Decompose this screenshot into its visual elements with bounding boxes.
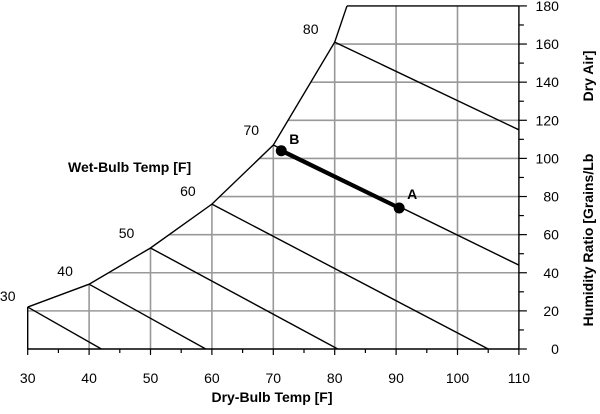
point-label-B: B [289, 131, 299, 147]
y-axis-title-part2: Dry Air] [580, 51, 596, 102]
x-tick-label: 100 [446, 370, 470, 386]
wet-bulb-line-50 [150, 247, 339, 350]
wet-bulb-value-60: 60 [180, 183, 196, 199]
x-tick-label: 90 [388, 370, 404, 386]
wet-bulb-line-40 [88, 283, 207, 350]
y-tick-label: 20 [543, 303, 559, 319]
y-axis-title-part1: Humidity Ratio [Grains/Lb [580, 154, 596, 327]
wet-bulb-line-30 [27, 306, 102, 350]
wet-bulb-value-40: 40 [57, 263, 73, 279]
x-tick-label: 60 [204, 370, 220, 386]
y-tick-label: 0 [551, 341, 559, 357]
x-tick-label: 110 [508, 370, 531, 386]
y-tick-label: 140 [536, 74, 560, 90]
wet-bulb-value-50: 50 [119, 225, 135, 241]
y-tick-label: 40 [543, 265, 559, 281]
y-tick-label: 80 [543, 189, 559, 205]
axes [27, 5, 527, 355]
x-tick-label: 70 [266, 370, 282, 386]
wet-bulb-line-80 [334, 41, 520, 131]
x-tick-label: 30 [20, 370, 36, 386]
y-tick-label: 160 [536, 36, 560, 52]
y-tick-label: 60 [543, 227, 559, 243]
y-tick-label: 120 [536, 112, 560, 128]
labels: 30 40 50 60 70 80 B A 30 40 50 60 70 80 90 100 110 0 20 40 6… [0, 0, 559, 386]
wet-bulb-label: Wet-Bulb Temp [F] [68, 159, 191, 175]
wet-bulb-value-70: 70 [244, 122, 260, 138]
x-tick-label: 50 [143, 370, 159, 386]
y-tick-label: 180 [536, 0, 560, 14]
process-line [280, 148, 401, 210]
wet-bulb-line-60 [211, 203, 489, 350]
point-B [275, 145, 287, 157]
point-A [393, 202, 405, 214]
chart-mask [22, 0, 347, 308]
y-tick-label: 100 [536, 150, 560, 166]
wet-bulb-value-30: 30 [0, 288, 16, 304]
curves [27, 5, 520, 350]
point-label-A: A [407, 186, 417, 202]
x-tick-label: 40 [81, 370, 97, 386]
x-axis-title: Dry-Bulb Temp [F] [211, 389, 332, 405]
wet-bulb-value-80: 80 [303, 21, 319, 37]
x-tick-label: 80 [327, 370, 343, 386]
